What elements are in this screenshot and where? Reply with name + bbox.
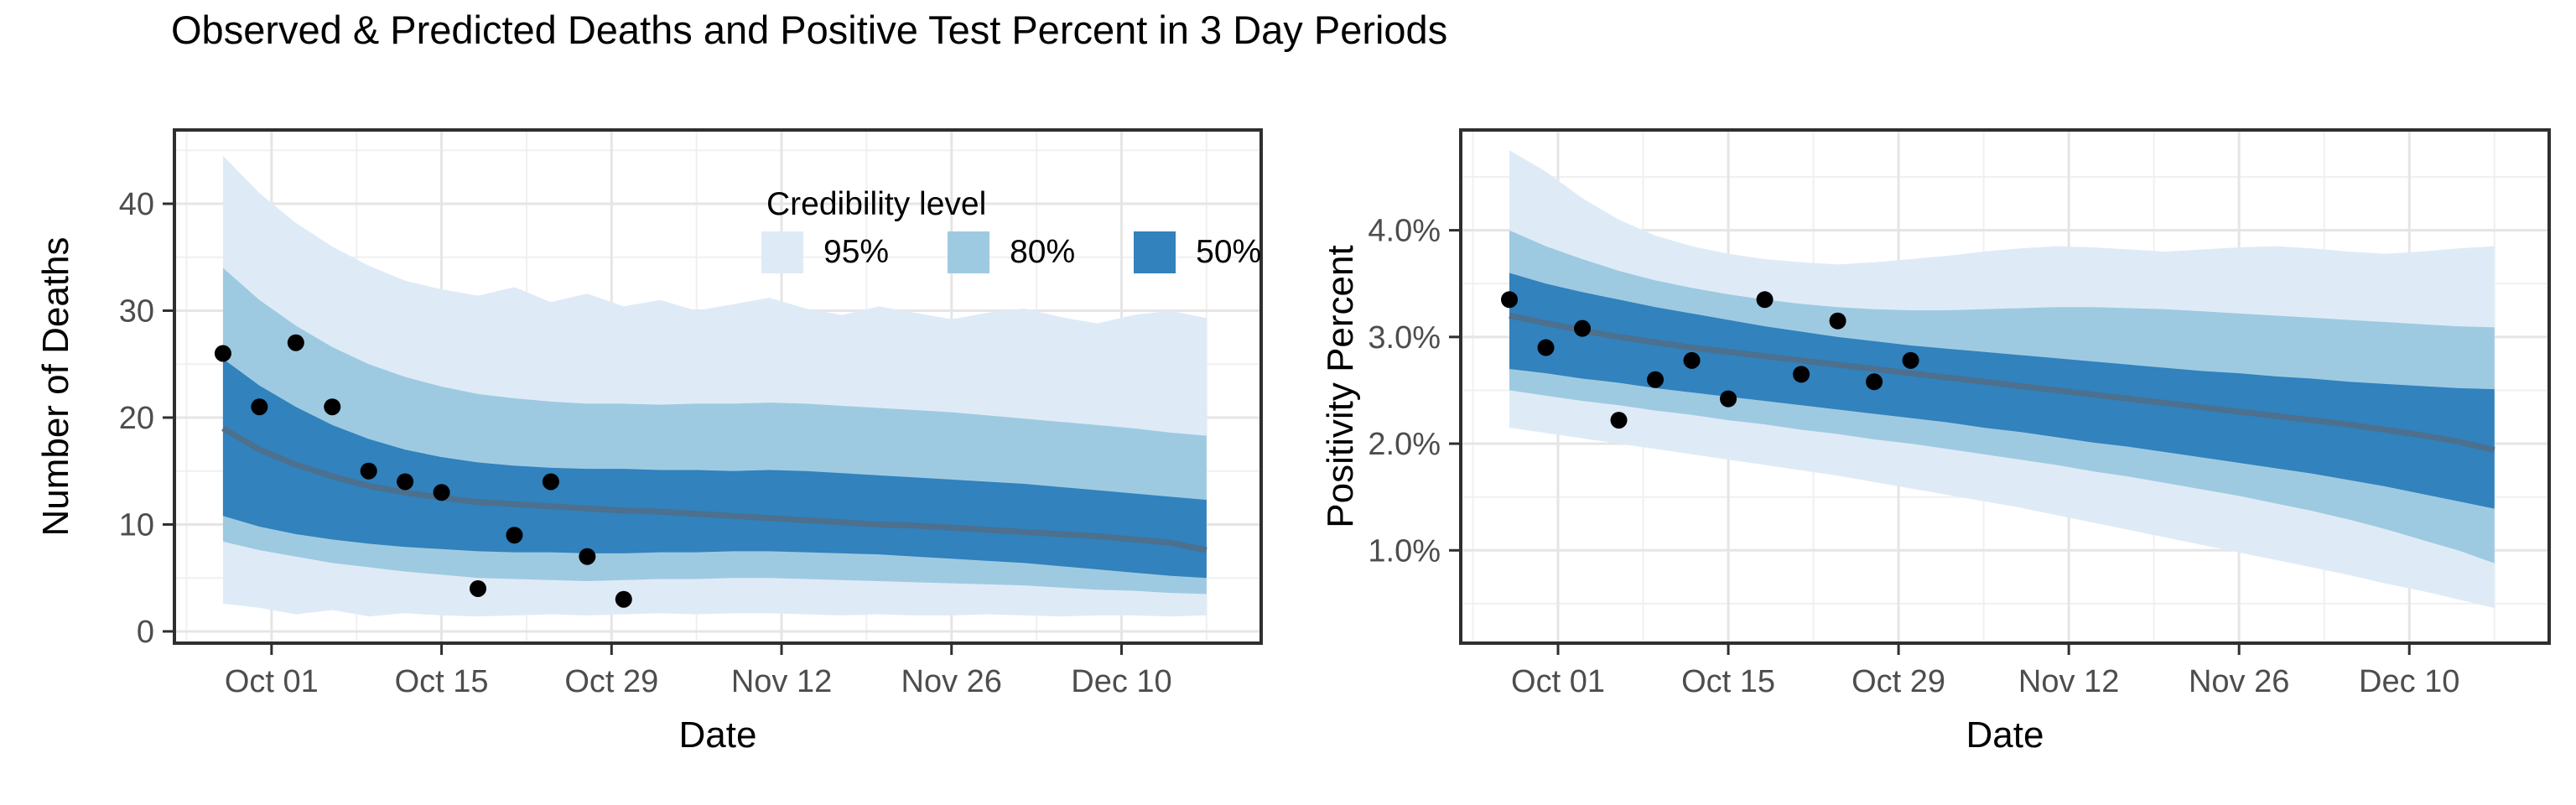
observed-point	[324, 398, 341, 416]
chart-title: Observed & Predicted Deaths and Positive…	[171, 8, 1448, 52]
x-tick-label: Oct 29	[1852, 664, 1945, 699]
observed-point	[506, 527, 523, 544]
legend-credibility-level: Credibility level 95% 80% 50%	[761, 186, 1320, 273]
legend-label-50: 50%	[1196, 234, 1262, 270]
x-axis-title-right: Date	[1966, 714, 2044, 756]
observed-point	[470, 579, 487, 597]
observed-point	[251, 398, 268, 416]
observed-point	[1720, 390, 1737, 408]
observed-point	[1537, 339, 1555, 356]
y-tick-label: 40	[119, 187, 154, 222]
x-tick-label: Oct 15	[1681, 664, 1775, 699]
observed-point	[542, 473, 559, 491]
observed-point	[1829, 312, 1846, 330]
observed-point	[1501, 291, 1519, 309]
observed-point	[1866, 373, 1883, 391]
x-tick-label: Nov 12	[2018, 664, 2119, 699]
x-tick-label: Oct 01	[225, 664, 319, 699]
x-tick-label: Dec 10	[1071, 664, 1171, 699]
credibility-band-50	[222, 358, 1207, 579]
legend-title: Credibility level	[766, 186, 987, 222]
legend-label-95: 95%	[823, 234, 890, 270]
y-tick-label: 20	[119, 401, 154, 436]
legend-item-95: 95%	[761, 231, 889, 273]
observed-point	[397, 473, 414, 491]
x-axis-title-left: Date	[678, 714, 757, 756]
panel-positivity-plot: 1.0% 2.0% 3.0% 4.0% Oct 01 Oct 15 Oct 29 Nov 12…	[1368, 128, 2551, 699]
y-tick-label: 2.0%	[1368, 427, 1441, 462]
y-tick-label: 4.0%	[1368, 214, 1441, 249]
observed-point	[433, 484, 450, 501]
predicted-median-line	[1509, 312, 2496, 454]
y-tick-label: 30	[119, 293, 154, 329]
observed-point	[1610, 412, 1628, 429]
observed-point	[1574, 319, 1592, 337]
observed-point	[360, 462, 377, 480]
panel-border	[173, 128, 1263, 645]
y-tick-label: 10	[119, 507, 154, 543]
predicted-median-line	[221, 425, 1208, 553]
legend-swatch-50-icon	[1134, 231, 1176, 273]
observed-point	[1756, 291, 1774, 309]
panel-deaths-plot: 0 10 20 30 40 Oct 01 Oct 15 Oct 29 Nov 12 Nov 26 D…	[119, 128, 1263, 699]
x-tick-label: Dec 10	[2359, 664, 2459, 699]
credibility-band-50	[1509, 273, 2495, 509]
observed-point	[1647, 371, 1665, 388]
observed-point	[214, 345, 231, 362]
y-tick-label: 0	[137, 615, 154, 650]
observed-point	[287, 334, 304, 351]
legend-swatch-95-icon	[761, 231, 803, 273]
x-tick-label: Oct 15	[395, 664, 489, 699]
y-tick-label: 3.0%	[1368, 320, 1441, 356]
panel-border	[1459, 128, 2551, 645]
x-tick-label: Oct 01	[1511, 664, 1605, 699]
legend-item-80: 80%	[948, 231, 1075, 273]
observed-point	[579, 548, 596, 565]
legend-swatch-80-icon	[948, 231, 990, 273]
x-tick-label: Oct 29	[564, 664, 658, 699]
observed-point	[1793, 366, 1810, 383]
observed-point	[615, 590, 632, 608]
observed-point	[1683, 351, 1701, 369]
x-tick-label: Nov 26	[901, 664, 1002, 699]
legend-item-50: 50%	[1134, 231, 1261, 273]
x-tick-label: Nov 26	[2189, 664, 2289, 699]
y-tick-label: 1.0%	[1368, 533, 1441, 569]
legend-label-80: 80%	[1010, 234, 1076, 270]
x-tick-label: Nov 12	[731, 664, 832, 699]
observed-point	[1902, 351, 1919, 369]
